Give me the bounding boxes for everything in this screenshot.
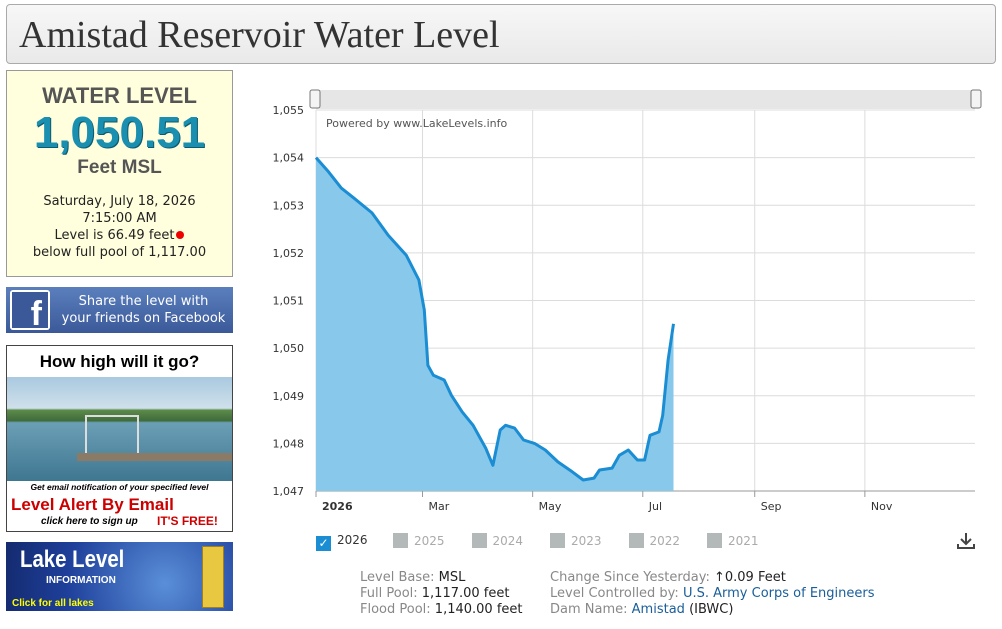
level-below: Level is 66.49 feet <box>54 228 175 243</box>
level-below-row: Level is 66.49 feet <box>7 227 232 244</box>
ad-signup: click here to sign up <box>41 516 138 527</box>
banner-link: Click for all lakes <box>12 598 94 609</box>
header: Amistad Reservoir Water Level <box>6 4 996 64</box>
facebook-icon: f <box>10 290 50 333</box>
info-label: Full Pool: <box>360 586 418 601</box>
level-full-pool: below full pool of 1,117.00 <box>32 245 207 260</box>
legend-item[interactable]: ✓ 2026 <box>316 533 368 551</box>
info-value: MSL <box>438 570 466 585</box>
y-tick-label: 1,053 <box>273 199 305 212</box>
ad-title: Level Alert By Email <box>11 495 174 514</box>
facebook-share[interactable]: f Share the level with your friends on Fa… <box>6 287 233 333</box>
level-time: 7:15:00 AM <box>82 211 157 226</box>
x-tick-label: Jul <box>648 500 662 513</box>
ad-free: IT'S FREE! <box>157 514 218 528</box>
boathouse <box>85 415 139 457</box>
facebook-line: Share the level with <box>78 294 209 309</box>
area <box>316 157 674 491</box>
y-tick-label: 1,050 <box>273 342 305 355</box>
info-value: 0.09 Feet <box>724 570 786 585</box>
ad-image <box>7 377 232 481</box>
dock <box>77 453 232 461</box>
level-date: Saturday, July 18, 2026 <box>43 194 196 209</box>
y-tick-label: 1,054 <box>273 152 305 165</box>
year-toggle-label: 2024 <box>492 534 524 548</box>
line <box>314 156 675 482</box>
info-value: (IBWC) <box>689 602 734 617</box>
agency-link[interactable]: U.S. Army Corps of Engineers <box>682 586 875 601</box>
info-row: Change Since Yesterday: ↑0.09 Feet <box>550 570 786 586</box>
level-unit: Feet MSL <box>77 157 162 178</box>
ad-note: Get email notification of your specified… <box>30 482 209 492</box>
level-heading: WATER LEVEL <box>42 83 197 108</box>
year-toggle-label: 2021 <box>728 534 759 548</box>
info-row: Flood Pool: 1,140.00 feet <box>360 602 523 618</box>
year-toggle[interactable]: 2022 <box>628 533 681 548</box>
y-tick-label: 1,055 <box>273 104 305 117</box>
year-toggle-label: 2025 <box>414 534 445 548</box>
info-row: Level Base: MSL <box>360 570 465 586</box>
change-arrow: ↑ <box>713 570 725 585</box>
x-tick-label: Mar <box>429 500 450 513</box>
info-value: 1,117.00 feet <box>421 586 510 601</box>
info-label: Level Base: <box>360 570 435 585</box>
navigator-handle[interactable] <box>309 89 321 109</box>
info-row: Full Pool: 1,117.00 feet <box>360 586 509 602</box>
banner-subtitle: INFORMATION <box>46 575 116 586</box>
dam-link[interactable]: Amistad <box>631 602 685 617</box>
y-tick-label: 1,047 <box>273 485 305 498</box>
chart: Powered by www.LakeLevels.info 1,047 1,04… <box>273 89 982 513</box>
legend-label: 2026 <box>337 533 368 547</box>
x-tick-label: 2026 <box>322 500 353 513</box>
x-tick-label: Sep <box>761 500 782 513</box>
level-box: WATER LEVEL 1,050.51 Feet MSL Saturday, … <box>6 70 233 277</box>
info-label: Level Controlled by: <box>550 586 679 601</box>
alert-ad[interactable]: How high will it go? Get email notificat… <box>6 345 233 532</box>
level-value: 1,050.51 <box>33 108 206 157</box>
year-toggle[interactable]: 2021 <box>707 533 759 548</box>
x-tick-label: May <box>539 500 562 513</box>
info-label: Dam Name: <box>550 602 628 617</box>
info-row: Dam Name: Amistad (IBWC) <box>550 602 733 618</box>
page-title: Amistad Reservoir Water Level <box>19 14 500 56</box>
banner-title: Lake Level <box>20 546 125 573</box>
download-button[interactable] <box>955 531 977 551</box>
year-toggle[interactable]: 2024 <box>471 533 524 548</box>
year-toggle-label: 2022 <box>649 534 681 548</box>
navigator <box>316 90 975 109</box>
ruler-icon <box>202 546 224 608</box>
year-toggle[interactable]: 2023 <box>550 533 602 548</box>
x-tick-label: Nov <box>871 500 893 513</box>
info-label: Flood Pool: <box>360 602 431 617</box>
year-toggle-label: 2023 <box>571 534 602 548</box>
navigator-handle[interactable] <box>970 89 982 109</box>
status-dot <box>176 231 185 239</box>
info-value: 1,140.00 feet <box>434 602 523 617</box>
y-tick-label: 1,048 <box>273 437 305 450</box>
info-label: Change Since Yesterday: <box>550 570 710 585</box>
facebook-line: your friends on Facebook <box>61 311 226 326</box>
y-tick-label: 1,049 <box>273 390 305 403</box>
credit: Powered by www.LakeLevels.info <box>326 117 508 130</box>
year-toggle[interactable]: 2025 <box>393 533 445 548</box>
y-tick-label: 1,052 <box>273 247 305 260</box>
ad-heading: How high will it go? <box>39 352 200 371</box>
info-row: Level Controlled by: U.S. Army Corps of … <box>550 586 875 602</box>
lake-info-banner[interactable]: Lake Level INFORMATION Click for all lak… <box>6 542 233 611</box>
facebook-text: Share the level with your friends on Face… <box>56 293 231 327</box>
y-tick-label: 1,051 <box>273 295 305 308</box>
